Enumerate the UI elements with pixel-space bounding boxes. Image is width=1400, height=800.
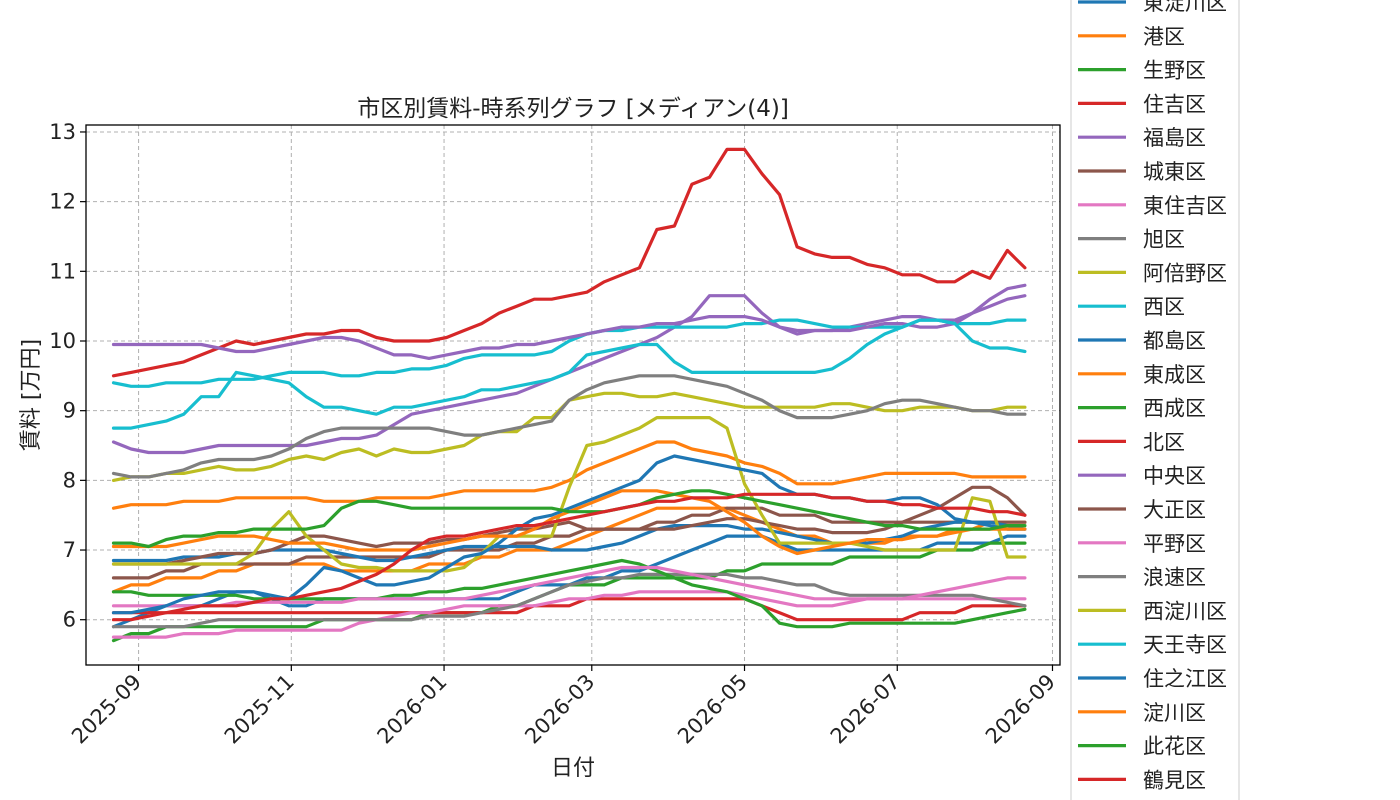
series-line-17	[111, 565, 1027, 608]
x-tick-label: 2026-07	[826, 670, 905, 749]
legend-label: 生野区	[1143, 59, 1206, 83]
legend-label: 西成区	[1143, 397, 1206, 421]
legend-label: 東成区	[1143, 363, 1206, 387]
series-line-19	[111, 416, 1027, 573]
series-line-24	[111, 492, 1027, 622]
legend-label: 西区	[1143, 295, 1185, 319]
legend-label: 住吉区	[1143, 92, 1206, 116]
x-tick-label: 2026-01	[373, 670, 452, 749]
legend-label: 港区	[1143, 25, 1185, 49]
legend-label: 浪速区	[1143, 566, 1206, 590]
y-tick-label: 12	[49, 190, 76, 214]
legend-label: 阿倍野区	[1143, 261, 1227, 285]
series-line-9	[111, 391, 1027, 482]
legend-label: 旭区	[1143, 228, 1185, 252]
legend-label: 大正区	[1143, 498, 1206, 522]
series-line-13	[111, 558, 1027, 629]
y-tick-label: 8	[63, 468, 76, 492]
series-line-4	[111, 597, 1027, 622]
series-line-20	[111, 318, 1027, 430]
y-tick-label: 6	[63, 608, 76, 632]
legend-label: 西淀川区	[1143, 599, 1227, 623]
legend-label: 北区	[1143, 430, 1185, 454]
y-axis: 6 7 8 9 10 11 12 13	[49, 120, 86, 632]
legend-label: 福島区	[1143, 126, 1206, 150]
legend-frame	[1070, 0, 1240, 800]
legend-label: 天王寺区	[1143, 633, 1227, 657]
legend-label: 都島区	[1143, 329, 1206, 353]
legend-label: 中央区	[1143, 464, 1206, 488]
series-line-12	[111, 440, 1027, 510]
legend-label: 城東区	[1143, 160, 1206, 184]
series-line-14	[111, 147, 1027, 378]
series-line-16	[111, 485, 1027, 566]
x-tick-label: 2025-11	[220, 670, 299, 749]
chart-title: 市区別賃料-時系列グラフ [メディアン(4)]	[357, 96, 789, 122]
y-axis-label: 賃料 [万円]	[19, 339, 44, 451]
y-tick-label: 10	[49, 329, 76, 353]
series-lines	[111, 147, 1027, 643]
series-line-15	[111, 294, 1027, 360]
legend-label: 淀川区	[1143, 701, 1206, 725]
y-tick-label: 11	[49, 259, 76, 283]
x-axis-label: 日付	[551, 756, 595, 781]
legend-label: 平野区	[1143, 532, 1206, 556]
legend-label: 東住吉区	[1143, 194, 1227, 218]
series-line-8	[111, 572, 1027, 629]
y-tick-label: 13	[49, 120, 76, 144]
series-line-23	[111, 489, 1027, 549]
y-tick-label: 7	[63, 538, 76, 562]
x-tick-label: 2025-09	[67, 670, 146, 749]
legend-label: 此花区	[1143, 735, 1206, 759]
x-tick-label: 2026-09	[981, 670, 1060, 749]
series-line-18	[111, 374, 1027, 479]
legend-label: 住之江区	[1143, 667, 1227, 691]
x-tick-label: 2026-03	[520, 670, 599, 749]
legend-label: 東淀川区	[1143, 0, 1227, 15]
x-tick-label: 2026-05	[673, 670, 752, 749]
x-axis: 2025-09 2025-11 2026-01 2026-03 2026-05 2026-…	[67, 665, 1060, 749]
series-line-5	[111, 283, 1027, 455]
legend-label: 鶴見区	[1143, 768, 1206, 792]
plot-frame	[85, 124, 1061, 666]
legend: 東淀川区港区生野区住吉区福島区城東区東住吉区旭区阿倍野区西区都島区東成区西成区北…	[1070, 0, 1240, 800]
y-tick-label: 9	[63, 399, 76, 423]
